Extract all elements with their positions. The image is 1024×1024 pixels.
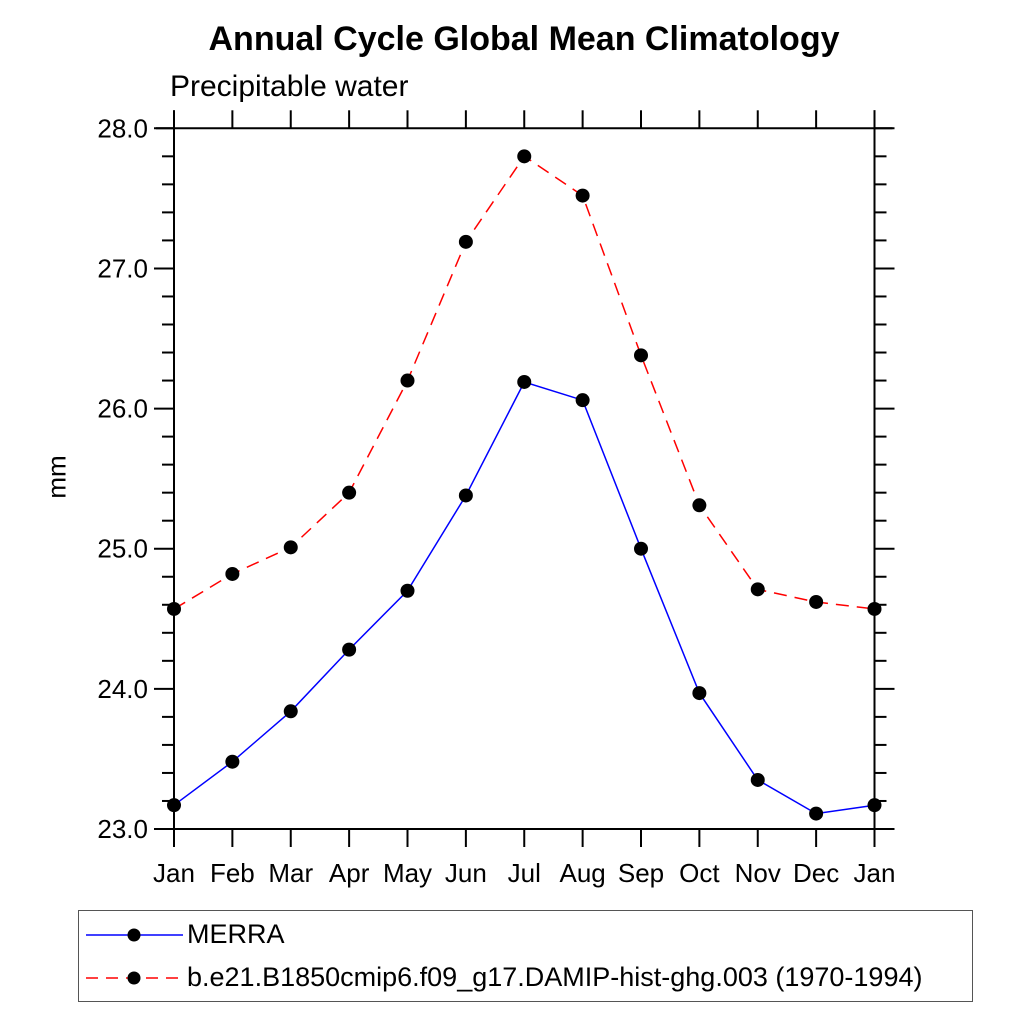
data-point-marker [400,583,415,598]
x-tick-label: Mar [268,858,313,888]
data-point-marker [750,582,765,597]
data-point-marker [867,601,882,616]
x-tick-label: Jul [508,858,541,888]
y-tick-label: 26.0 [97,394,148,424]
data-point-marker [809,594,824,609]
model-line-sample-icon [86,971,183,984]
y-tick-label: 24.0 [97,674,148,704]
data-point-marker [517,374,532,389]
x-tick-label: Oct [679,858,720,888]
data-point-marker [458,234,473,249]
series-line-0 [173,381,875,815]
data-point-marker [400,373,415,388]
x-tick-label: Sep [618,858,664,888]
x-tick-label: Aug [559,858,605,888]
x-tick-label: Jan [854,858,896,888]
data-point-marker [225,566,240,581]
chart-subtitle: Precipitable water [170,70,409,103]
data-point-marker [517,149,532,164]
data-point-marker [342,485,357,500]
data-point-marker [167,798,181,813]
legend-label-model: b.e21.B1850cmip6.f09_g17.DAMIP-hist-ghg.… [187,962,923,992]
data-point-marker [634,541,648,556]
x-tick-label: Feb [210,858,255,888]
legend-row-merra: MERRA [83,915,972,955]
data-point-marker [283,540,298,555]
data-point-marker [225,754,240,769]
y-tick-label: 23.0 [97,814,148,844]
data-point-marker [692,498,707,513]
legend-row-model: b.e21.B1850cmip6.f09_g17.DAMIP-hist-ghg.… [83,958,972,998]
x-tick-label: Jan [153,858,195,888]
data-point-marker [283,704,298,719]
y-tick-label: 25.0 [97,534,148,564]
x-tick-label: Jun [445,858,487,888]
legend: MERRA b.e21.B1850cmip6.f09_g17.DAMIP-his… [78,910,973,1002]
merra-line-sample-icon [86,928,183,941]
data-point-marker [692,686,707,701]
chart-title: Annual Cycle Global Mean Climatology [208,20,840,58]
x-tick-label: May [383,858,432,888]
data-point-marker [575,188,590,203]
data-point-marker [342,642,357,657]
data-point-marker [167,601,181,616]
x-tick-label: Dec [793,858,839,888]
data-point-marker [750,772,765,787]
x-tick-label: Nov [735,858,781,888]
legend-label-merra: MERRA [187,919,285,949]
data-point-marker [809,806,824,821]
y-tick-label: 28.0 [97,113,148,143]
x-tick-label: Apr [329,858,370,888]
data-point-marker [575,393,590,408]
data-point-marker [634,348,648,363]
data-point-marker [458,488,473,503]
data-point-marker [867,798,882,813]
y-tick-label: 27.0 [97,253,148,283]
